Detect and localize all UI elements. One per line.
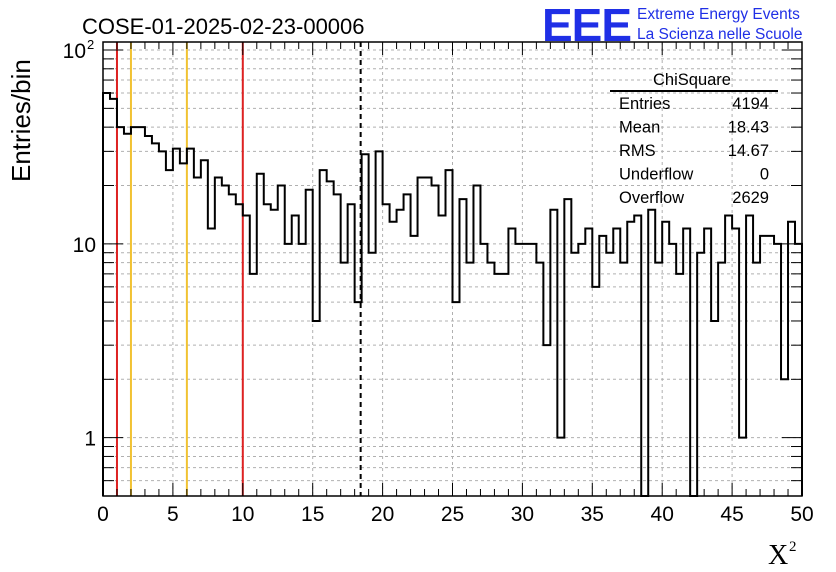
x-tick-label: 5 <box>167 503 179 526</box>
stats-row-value: 2629 <box>732 189 769 207</box>
y-tick-label-superscript: 2 <box>87 37 94 52</box>
reference-lines <box>115 42 362 496</box>
stats-box: ChiSquare Entries 4194 Mean 18.43 RMS 14.67 Un… <box>610 71 778 207</box>
y-tick-label: 10 <box>73 234 96 257</box>
y-tick-label: 1 <box>84 428 96 451</box>
stats-box-title: ChiSquare <box>653 71 731 89</box>
x-tick-label: 25 <box>441 503 464 526</box>
stats-row-label: Underflow <box>619 166 693 184</box>
y-axis-label: Entries/bin <box>6 59 36 182</box>
histogram-bins <box>102 92 803 497</box>
x-tick-label: 35 <box>581 503 604 526</box>
logo-line-2: La Scienza nelle Scuole <box>637 26 802 43</box>
axis-ticks <box>102 42 803 497</box>
histogram-outline <box>102 92 803 497</box>
stats-row-label: RMS <box>619 142 656 160</box>
stats-box-rows: Entries 4194 Mean 18.43 RMS 14.67 Underflow 0 Ov… <box>619 95 769 207</box>
x-tick-label: 10 <box>231 503 254 526</box>
y-tick-label: 10 <box>63 40 86 63</box>
x-axis-label-superscript: 2 <box>789 539 797 555</box>
eee-logo: EEE Extreme Energy Events La Scienza nel… <box>542 0 802 51</box>
x-tick-label: 20 <box>371 503 394 526</box>
logo-mark: EEE <box>542 0 631 51</box>
logo-line-1: Extreme Energy Events <box>637 6 800 23</box>
stats-row-label: Entries <box>619 95 670 113</box>
x-tick-label: 40 <box>651 503 674 526</box>
x-tick-label: 15 <box>301 503 324 526</box>
x-axis-label: X <box>768 540 788 571</box>
x-tick-label: 50 <box>790 503 813 526</box>
stats-row-value: 14.67 <box>728 142 769 160</box>
stats-row-value: 4194 <box>732 95 769 113</box>
x-tick-label: 30 <box>511 503 534 526</box>
stats-row-label: Mean <box>619 119 660 137</box>
chart-title: COSE-01-2025-02-23-00006 <box>82 14 365 39</box>
stats-row-value: 0 <box>760 166 769 184</box>
x-tick-label: 45 <box>720 503 743 526</box>
x-tick-label: 0 <box>97 503 109 526</box>
stats-row-label: Overflow <box>619 189 684 207</box>
stats-row-value: 18.43 <box>728 119 769 137</box>
